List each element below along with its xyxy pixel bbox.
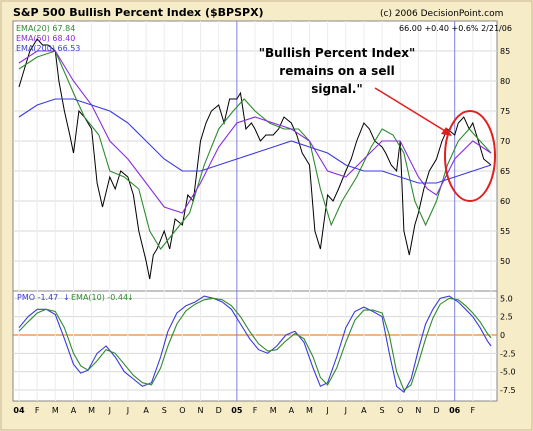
x-tick-label: J (126, 406, 129, 415)
x-tick-label: 04 (13, 406, 25, 415)
x-tick-label: A (361, 406, 367, 415)
x-tick-label: D (433, 406, 439, 415)
pmo-series-pmo (18, 295, 492, 394)
pmo-y-tick-label: -5.0 (500, 368, 516, 377)
quote-text: 66.00 +0.40 +0.6% 2/21/06 (399, 24, 512, 33)
pmo-series-group (18, 295, 492, 394)
x-tick-label: A (71, 406, 77, 415)
main-series-bpspx (18, 38, 492, 280)
main-y-tick-label: 75 (500, 107, 510, 116)
main-series-ema20 (18, 50, 492, 250)
x-tick-label: J (325, 406, 328, 415)
main-y-tick-label: 50 (500, 257, 510, 266)
main-y-tick-labels: 50 55 60 65 70 75 80 85 (500, 47, 510, 266)
x-tick-label: F (253, 406, 258, 415)
main-y-tick-label: 60 (500, 197, 510, 206)
legend-ema200: EMA(200) 66.53 (16, 44, 80, 53)
x-tick-label: F (35, 406, 40, 415)
x-tick-labels: 04 F M A M J J A S O N D 05 F M A M J J A S O N D 06 F (13, 406, 475, 415)
x-tick-label: M (270, 406, 277, 415)
ema-down-arrow-icon: ↓ (127, 293, 134, 302)
pmo-y-tick-label: 0 (500, 331, 505, 340)
pmo-down-arrow-icon: ↓ (63, 293, 70, 302)
year-separators (18, 21, 492, 401)
annotation-line-3: signal." (311, 82, 362, 96)
main-series-group (18, 38, 492, 280)
x-tick-label: 05 (231, 406, 243, 415)
pmo-y-tick-labels: -7.5 -5.0 -2.5 0 2.5 5.0 (500, 294, 516, 395)
pmo-legend-label: PMO -1.47 (17, 293, 58, 302)
x-tick-label: S (380, 406, 385, 415)
main-y-tick-label: 70 (500, 137, 510, 146)
x-tick-label: A (143, 406, 149, 415)
x-tick-label: M (52, 406, 59, 415)
x-tick-label: O (179, 406, 185, 415)
x-tick-label: J (108, 406, 111, 415)
x-tick-label: N (198, 406, 204, 415)
pmo-ema-legend-label: EMA(10) -0.44 (71, 293, 128, 302)
pmo-y-tick-label: 5.0 (500, 294, 513, 303)
x-tick-label: O (397, 406, 403, 415)
legend-ema20: EMA(20) 67.84 (16, 24, 75, 33)
annotation-line-2: remains on a sell (279, 64, 394, 78)
x-tick-label: A (289, 406, 295, 415)
main-y-tick-label: 55 (500, 227, 510, 236)
x-tick-label: J (344, 406, 347, 415)
legend-ema50: EMA(50) 68.40 (16, 34, 75, 43)
x-tick-label: D (216, 406, 222, 415)
annotation-line-1: "Bullish Percent Index" (259, 46, 415, 60)
annotation-arrow-head (441, 127, 452, 136)
pmo-series-ema10 (18, 297, 492, 391)
x-tick-label: N (415, 406, 421, 415)
main-y-tick-label: 80 (500, 77, 510, 86)
x-tick-label: F (471, 406, 476, 415)
pmo-y-tick-label: -2.5 (500, 349, 516, 358)
main-series-ema200 (18, 98, 492, 184)
main-y-tick-label: 65 (500, 167, 510, 176)
x-tick-label: 06 (449, 406, 461, 415)
annotation-arrow-line (374, 87, 451, 135)
pmo-y-tick-label: -7.5 (500, 386, 516, 395)
x-tick-label: S (162, 406, 167, 415)
chart-title: S&P 500 Bullish Percent Index ($BPSPX) (13, 6, 264, 19)
pmo-y-tick-label: 2.5 (500, 313, 513, 322)
x-tick-label: M (88, 406, 95, 415)
x-tick-label: M (306, 406, 313, 415)
annotation-circle (444, 110, 496, 202)
copyright-text: (c) 2006 DecisionPoint.com (380, 9, 503, 19)
main-y-tick-label: 85 (500, 47, 510, 56)
